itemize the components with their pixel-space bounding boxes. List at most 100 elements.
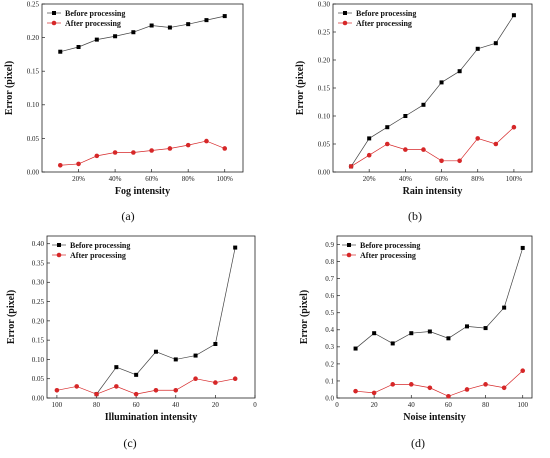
data-point xyxy=(367,136,372,141)
data-point xyxy=(366,152,372,158)
data-point xyxy=(408,382,414,387)
data-point xyxy=(483,382,488,387)
y-tick-label: 0.6 xyxy=(325,292,334,300)
legend-label: After processing xyxy=(70,251,126,260)
y-tick-label: 0.20 xyxy=(27,34,40,42)
data-point xyxy=(464,387,470,392)
data-point xyxy=(439,80,444,85)
x-tick-label: 80% xyxy=(471,175,484,183)
data-point xyxy=(446,336,451,341)
y-tick-label: 0.35 xyxy=(32,259,45,267)
y-tick-label: 0.25 xyxy=(27,0,40,8)
x-tick-label: 40 xyxy=(408,401,416,409)
y-tick-label: 0.4 xyxy=(325,326,334,334)
series-line xyxy=(56,378,236,395)
data-point xyxy=(213,342,218,346)
series-after xyxy=(57,138,228,168)
y-axis-label: Error (pixel) xyxy=(299,290,310,344)
x-tick-label: 0 xyxy=(253,401,257,409)
chart-panel-2: 0.00 0.05 0.10 0.15 0.20 0.25 0.30 20% 40% 60% 80%… xyxy=(295,0,533,223)
data-point xyxy=(427,329,432,334)
chart-panel-3: 0.00 0.05 0.10 0.15 0.20 0.25 0.30 0.35 0.40 100 8… xyxy=(6,235,257,450)
legend-label: After processing xyxy=(65,19,121,28)
series-line xyxy=(60,140,225,166)
data-point xyxy=(204,138,209,144)
x-tick-label: 20% xyxy=(363,175,376,183)
data-point xyxy=(385,125,390,130)
panel-caption: (a) xyxy=(121,209,134,223)
x-tick-label: 100% xyxy=(506,175,523,183)
data-point xyxy=(74,384,80,389)
plot-frame xyxy=(336,235,533,399)
data-point xyxy=(348,164,354,169)
data-point xyxy=(427,385,433,391)
y-tick-label: 0.3 xyxy=(325,343,334,351)
data-point xyxy=(173,357,178,362)
legend-marker xyxy=(343,11,347,15)
y-axis-label: Error (pixel) xyxy=(295,61,306,115)
legend-marker xyxy=(56,252,62,258)
legend-marker xyxy=(346,252,352,258)
x-tick-label: 20 xyxy=(212,401,220,409)
legend-label: Before processing xyxy=(360,241,420,250)
data-point xyxy=(511,13,516,18)
data-point xyxy=(76,161,81,167)
data-point xyxy=(403,147,408,152)
x-tick-label: 60 xyxy=(445,401,453,409)
legend-marker xyxy=(52,11,56,15)
y-tick-label: 0.5 xyxy=(325,309,334,317)
data-point xyxy=(131,150,136,155)
series-line xyxy=(355,247,524,349)
data-point xyxy=(409,331,414,336)
data-point xyxy=(222,146,228,151)
x-tick-label: 80% xyxy=(182,175,195,183)
data-point xyxy=(511,124,517,130)
data-point xyxy=(149,148,154,153)
series-line xyxy=(350,15,515,167)
panel-caption: (d) xyxy=(411,436,425,450)
data-point xyxy=(54,387,60,393)
data-point xyxy=(520,245,525,250)
plot-frame xyxy=(46,235,256,399)
data-point xyxy=(403,114,408,118)
x-tick-label: 60 xyxy=(133,401,141,409)
x-tick-label: 100% xyxy=(217,175,234,183)
series-before xyxy=(94,245,238,397)
series-line xyxy=(355,370,523,397)
x-tick-label: 60% xyxy=(435,175,448,183)
x-axis-label: Illumination intensity xyxy=(105,412,198,423)
series-after xyxy=(54,376,238,397)
data-point xyxy=(390,341,395,346)
chart-panel-4: 0.0 0.1 0.2 0.3 0.4 0.5 0.6 0.7 0.8 0.9 0 20 40 60 80 1… xyxy=(299,235,533,450)
data-point xyxy=(94,153,100,159)
y-tick-label: 0.7 xyxy=(325,275,334,283)
data-point xyxy=(390,382,396,387)
y-tick-label: 0.05 xyxy=(27,135,40,143)
data-point xyxy=(204,18,209,23)
y-tick-label: 0.15 xyxy=(27,68,40,76)
data-point xyxy=(173,387,179,393)
data-point xyxy=(384,141,390,147)
x-tick-label: 20% xyxy=(72,175,85,183)
data-point xyxy=(186,22,191,27)
legend-label: Before processing xyxy=(356,9,416,18)
data-point xyxy=(493,141,499,147)
panel-caption: (c) xyxy=(123,436,136,450)
data-point xyxy=(232,376,238,382)
data-point xyxy=(233,245,238,250)
y-tick-label: 0.15 xyxy=(32,337,45,345)
series-line xyxy=(96,247,236,395)
x-tick-label: 40 xyxy=(172,401,180,409)
y-tick-label: 0.40 xyxy=(32,240,45,248)
series-before xyxy=(353,245,525,351)
data-point xyxy=(94,391,99,397)
y-tick-label: 0.00 xyxy=(32,394,45,402)
data-point xyxy=(185,142,191,148)
data-point xyxy=(58,49,63,54)
data-point xyxy=(371,390,377,396)
y-axis-label: Error (pixel) xyxy=(4,61,15,115)
data-point xyxy=(153,349,158,354)
data-point xyxy=(446,393,451,399)
y-tick-label: 0.1 xyxy=(325,377,334,385)
